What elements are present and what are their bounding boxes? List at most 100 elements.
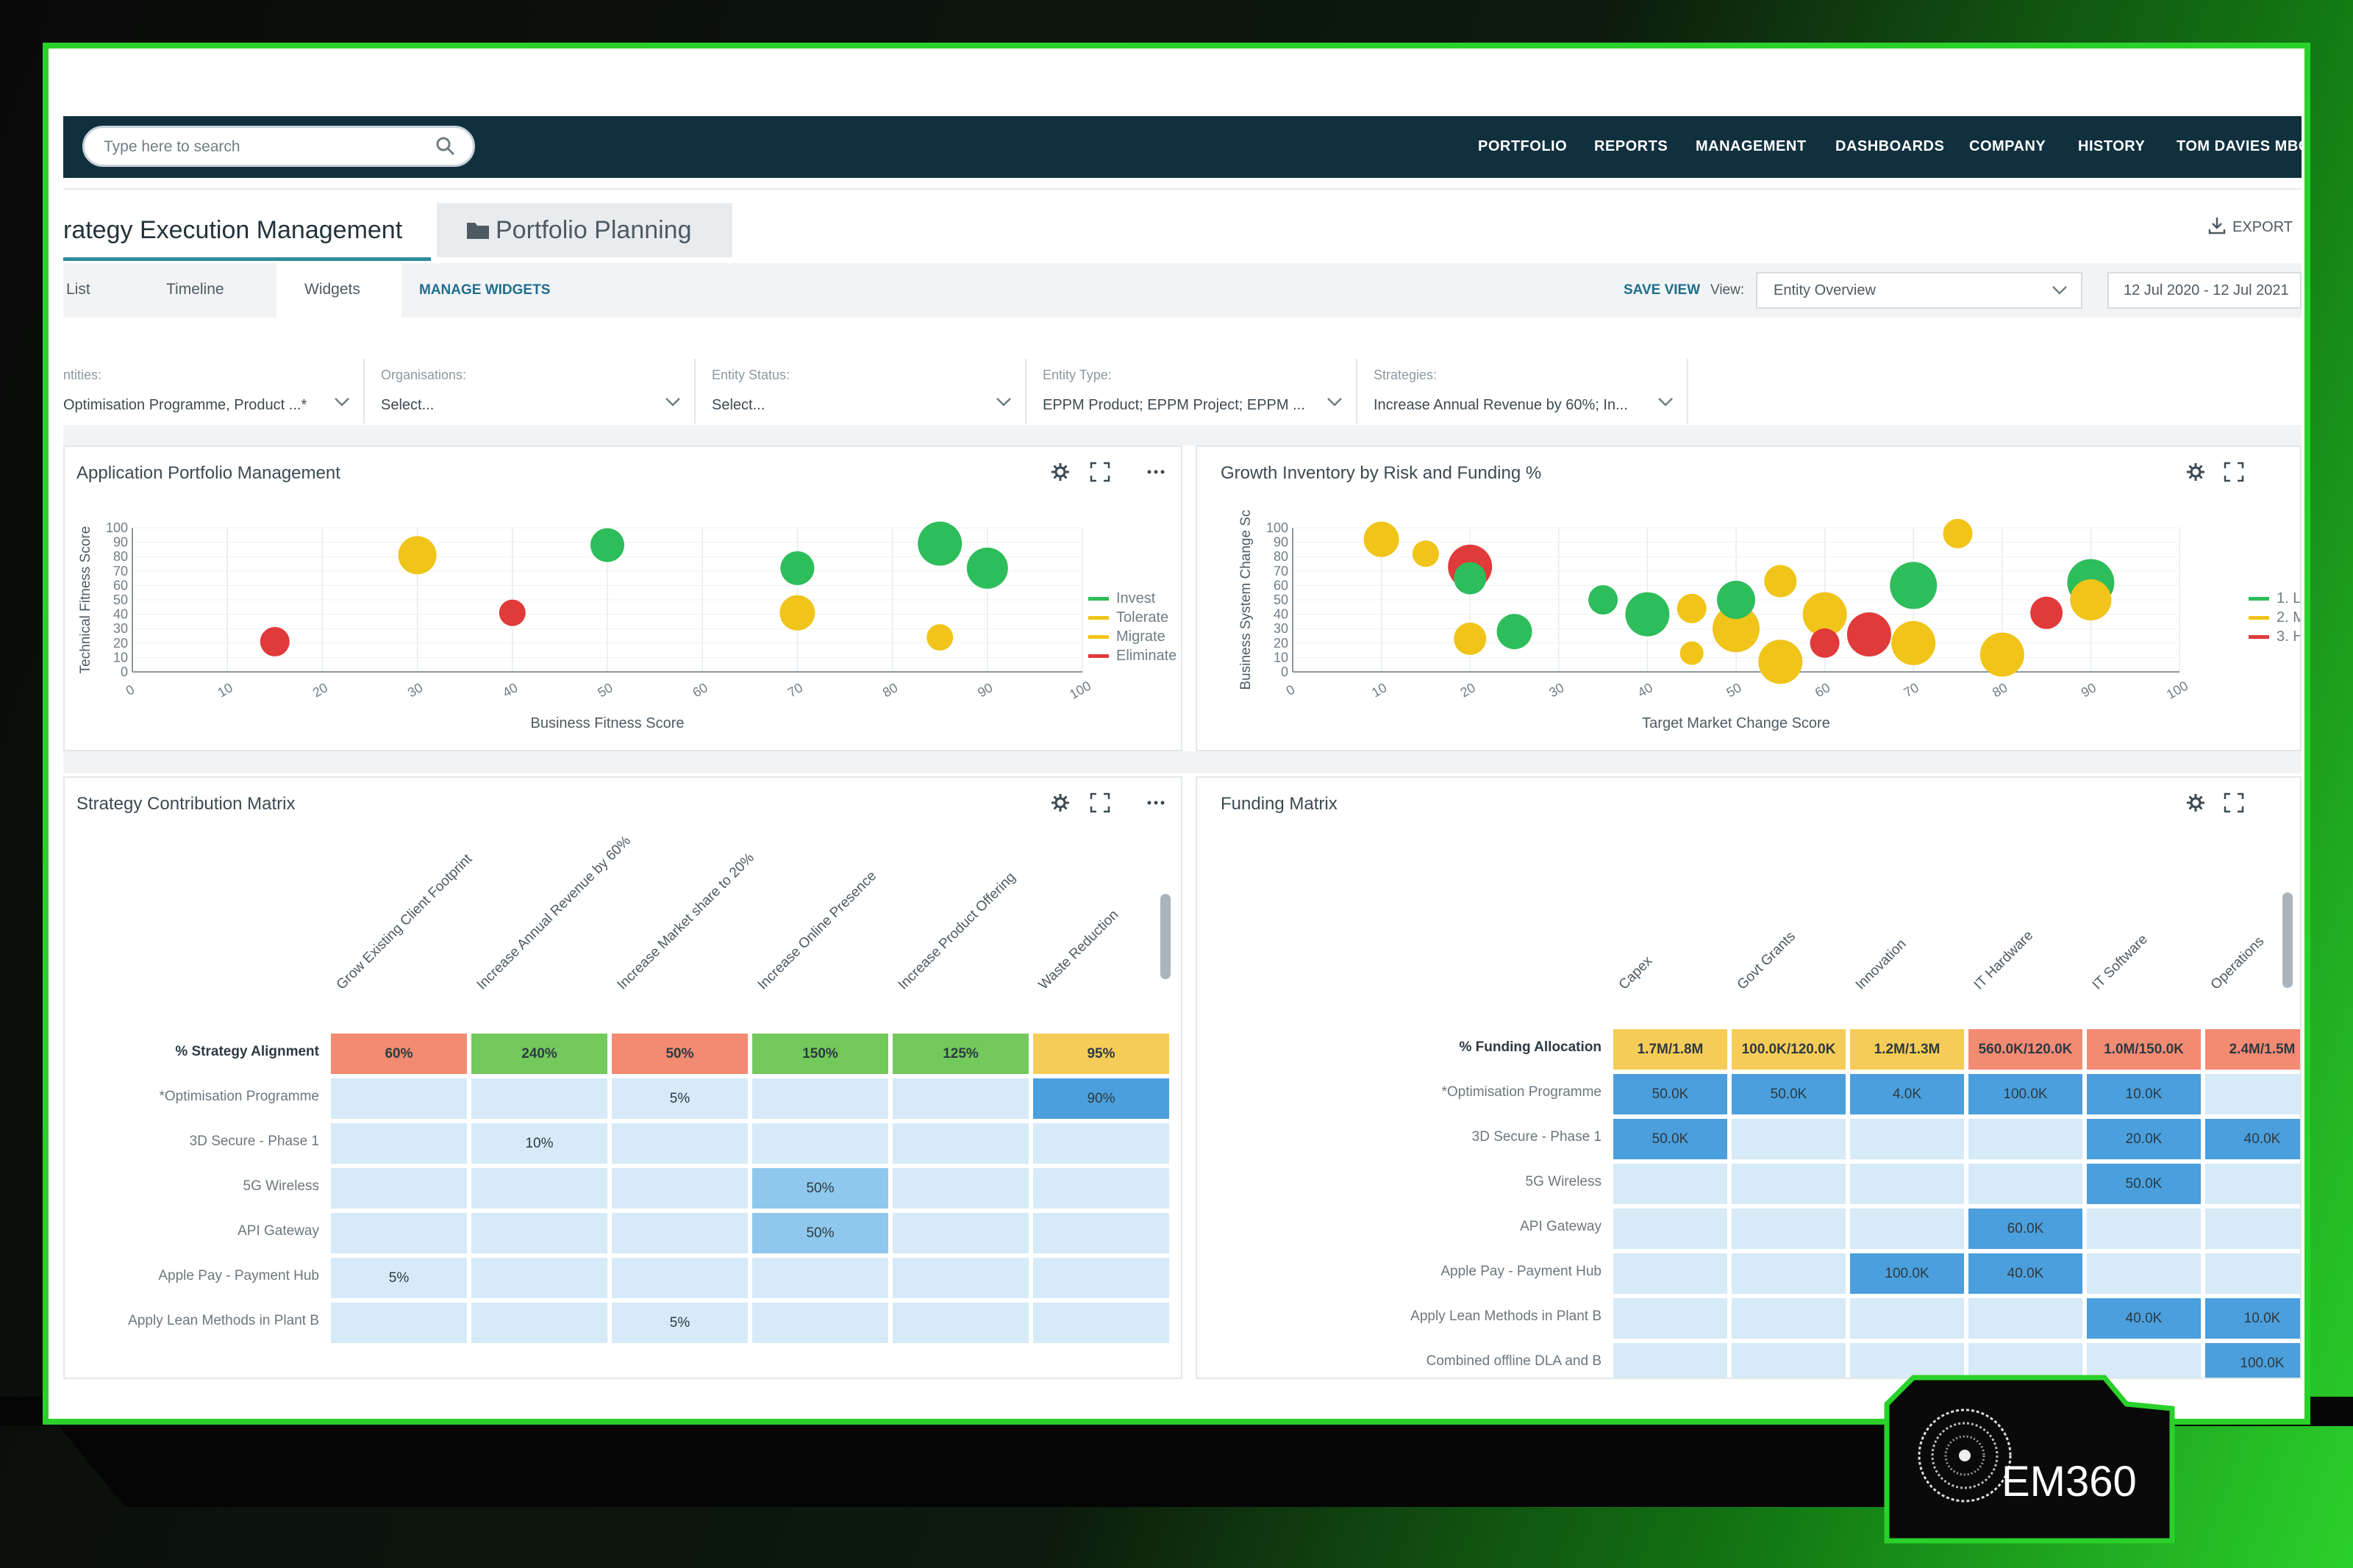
matrix-cell[interactable]: [752, 1258, 888, 1298]
matrix-cell[interactable]: 100.0K: [2205, 1343, 2300, 1378]
matrix-cell[interactable]: 50.0K: [1613, 1119, 1727, 1159]
matrix-cell[interactable]: 5%: [612, 1303, 748, 1343]
matrix-cell[interactable]: [1732, 1298, 1846, 1339]
matrix-cell[interactable]: [752, 1303, 888, 1343]
expand-icon[interactable]: [1090, 462, 1110, 482]
matrix-cell[interactable]: [612, 1213, 748, 1253]
nav-company[interactable]: COMPANY: [1969, 138, 2046, 154]
matrix-cell[interactable]: [2205, 1074, 2300, 1114]
filter-entity-status[interactable]: Entity Status: Select...: [694, 359, 1026, 423]
scrollbar[interactable]: [1160, 894, 1171, 979]
matrix-cell[interactable]: [1033, 1123, 1169, 1164]
tab-strategy-execution[interactable]: rategy Execution Management: [63, 203, 431, 261]
nav-portfolio[interactable]: PORTFOLIO: [1478, 138, 1568, 154]
matrix-cell[interactable]: 20.0K: [2087, 1119, 2201, 1159]
matrix-cell[interactable]: [331, 1213, 467, 1253]
matrix-cell[interactable]: 10.0K: [2205, 1298, 2300, 1339]
matrix-cell[interactable]: [1613, 1253, 1727, 1294]
matrix-cell[interactable]: [331, 1078, 467, 1119]
matrix-cell[interactable]: [2087, 1253, 2201, 1294]
matrix-cell[interactable]: [893, 1258, 1029, 1298]
matrix-cell[interactable]: [752, 1123, 888, 1164]
tab-portfolio-planning[interactable]: Portfolio Planning: [437, 203, 732, 257]
manage-widgets-link[interactable]: MANAGE WIDGETS: [419, 282, 551, 298]
matrix-cell[interactable]: [1033, 1168, 1169, 1209]
sub-tab-widgets[interactable]: Widgets: [304, 281, 360, 298]
matrix-cell[interactable]: [331, 1303, 467, 1343]
matrix-cell[interactable]: 1.2M/1.3M: [1850, 1029, 1964, 1070]
matrix-cell[interactable]: 150%: [752, 1034, 888, 1074]
matrix-cell[interactable]: [1732, 1119, 1846, 1159]
matrix-cell[interactable]: 40.0K: [2087, 1298, 2201, 1339]
search-icon[interactable]: [435, 135, 457, 157]
matrix-cell[interactable]: [1968, 1119, 2082, 1159]
matrix-cell[interactable]: 100.0K/120.0K: [1732, 1029, 1846, 1070]
matrix-cell[interactable]: 5%: [612, 1078, 748, 1119]
save-view-link[interactable]: SAVE VIEW: [1624, 282, 1701, 298]
matrix-cell[interactable]: 40.0K: [2205, 1119, 2300, 1159]
sub-tab-list[interactable]: List: [66, 281, 90, 298]
matrix-cell[interactable]: 90%: [1033, 1078, 1169, 1119]
expand-icon[interactable]: [2224, 792, 2244, 813]
sub-tab-timeline[interactable]: Timeline: [166, 281, 224, 298]
matrix-cell[interactable]: [612, 1168, 748, 1209]
matrix-cell[interactable]: 50.0K: [1732, 1074, 1846, 1114]
matrix-cell[interactable]: [2087, 1209, 2201, 1249]
date-range-picker[interactable]: 12 Jul 2020 - 12 Jul 2021: [2107, 272, 2302, 309]
export-button[interactable]: EXPORT: [2207, 216, 2293, 236]
gear-icon[interactable]: [1050, 792, 1071, 813]
matrix-cell[interactable]: [1613, 1209, 1727, 1249]
matrix-cell[interactable]: 2.4M/1.5M: [2205, 1029, 2300, 1070]
matrix-cell[interactable]: [1732, 1164, 1846, 1204]
matrix-cell[interactable]: [1968, 1164, 2082, 1204]
scrollbar[interactable]: [2282, 892, 2293, 988]
matrix-cell[interactable]: [471, 1168, 607, 1209]
matrix-cell[interactable]: [2205, 1209, 2300, 1249]
filter-entities[interactable]: ntities: Optimisation Programme, Product…: [63, 359, 365, 423]
matrix-cell[interactable]: [1850, 1119, 1964, 1159]
matrix-cell[interactable]: [1850, 1343, 1964, 1378]
matrix-cell[interactable]: [1968, 1343, 2082, 1378]
more-icon[interactable]: [1146, 792, 1166, 813]
matrix-cell[interactable]: 10.0K: [2087, 1074, 2201, 1114]
matrix-cell[interactable]: 40.0K: [1968, 1253, 2082, 1294]
gear-icon[interactable]: [2185, 792, 2206, 813]
matrix-cell[interactable]: 1.0M/150.0K: [2087, 1029, 2201, 1070]
matrix-cell[interactable]: 1.7M/1.8M: [1613, 1029, 1727, 1070]
matrix-cell[interactable]: [1613, 1298, 1727, 1339]
filter-entity-type[interactable]: Entity Type: EPPM Product; EPPM Project;…: [1025, 359, 1357, 423]
filter-organisations[interactable]: Organisations: Select...: [363, 359, 696, 423]
more-icon[interactable]: [1146, 462, 1166, 482]
matrix-cell[interactable]: [612, 1123, 748, 1164]
matrix-cell[interactable]: [752, 1078, 888, 1119]
filter-strategies[interactable]: Strategies: Increase Annual Revenue by 6…: [1356, 359, 1688, 423]
matrix-cell[interactable]: [331, 1168, 467, 1209]
matrix-cell[interactable]: [612, 1258, 748, 1298]
matrix-cell[interactable]: [2205, 1164, 2300, 1204]
matrix-cell[interactable]: [1033, 1258, 1169, 1298]
matrix-cell[interactable]: 100.0K: [1968, 1074, 2082, 1114]
matrix-cell[interactable]: 50.0K: [1613, 1074, 1727, 1114]
matrix-cell[interactable]: [1732, 1209, 1846, 1249]
matrix-cell[interactable]: [893, 1213, 1029, 1253]
matrix-cell[interactable]: [1033, 1303, 1169, 1343]
matrix-cell[interactable]: 50%: [612, 1034, 748, 1074]
matrix-cell[interactable]: [1613, 1343, 1727, 1378]
matrix-cell[interactable]: 125%: [893, 1034, 1029, 1074]
search-input[interactable]: Type here to search: [82, 126, 475, 167]
matrix-cell[interactable]: [893, 1168, 1029, 1209]
view-select[interactable]: Entity Overview: [1756, 272, 2082, 309]
nav-dashboards[interactable]: DASHBOARDS: [1835, 138, 1945, 154]
matrix-cell[interactable]: [1850, 1298, 1964, 1339]
expand-icon[interactable]: [1090, 792, 1110, 813]
matrix-cell[interactable]: [331, 1123, 467, 1164]
matrix-cell[interactable]: [2205, 1253, 2300, 1294]
nav-user[interactable]: TOM DAVIES MBCS: [2177, 138, 2310, 154]
matrix-cell[interactable]: [471, 1078, 607, 1119]
nav-history[interactable]: HISTORY: [2078, 138, 2146, 154]
matrix-cell[interactable]: 50%: [752, 1213, 888, 1253]
matrix-cell[interactable]: [1033, 1213, 1169, 1253]
nav-management[interactable]: MANAGEMENT: [1696, 138, 1807, 154]
matrix-cell[interactable]: 60%: [331, 1034, 467, 1074]
matrix-cell[interactable]: 60.0K: [1968, 1209, 2082, 1249]
